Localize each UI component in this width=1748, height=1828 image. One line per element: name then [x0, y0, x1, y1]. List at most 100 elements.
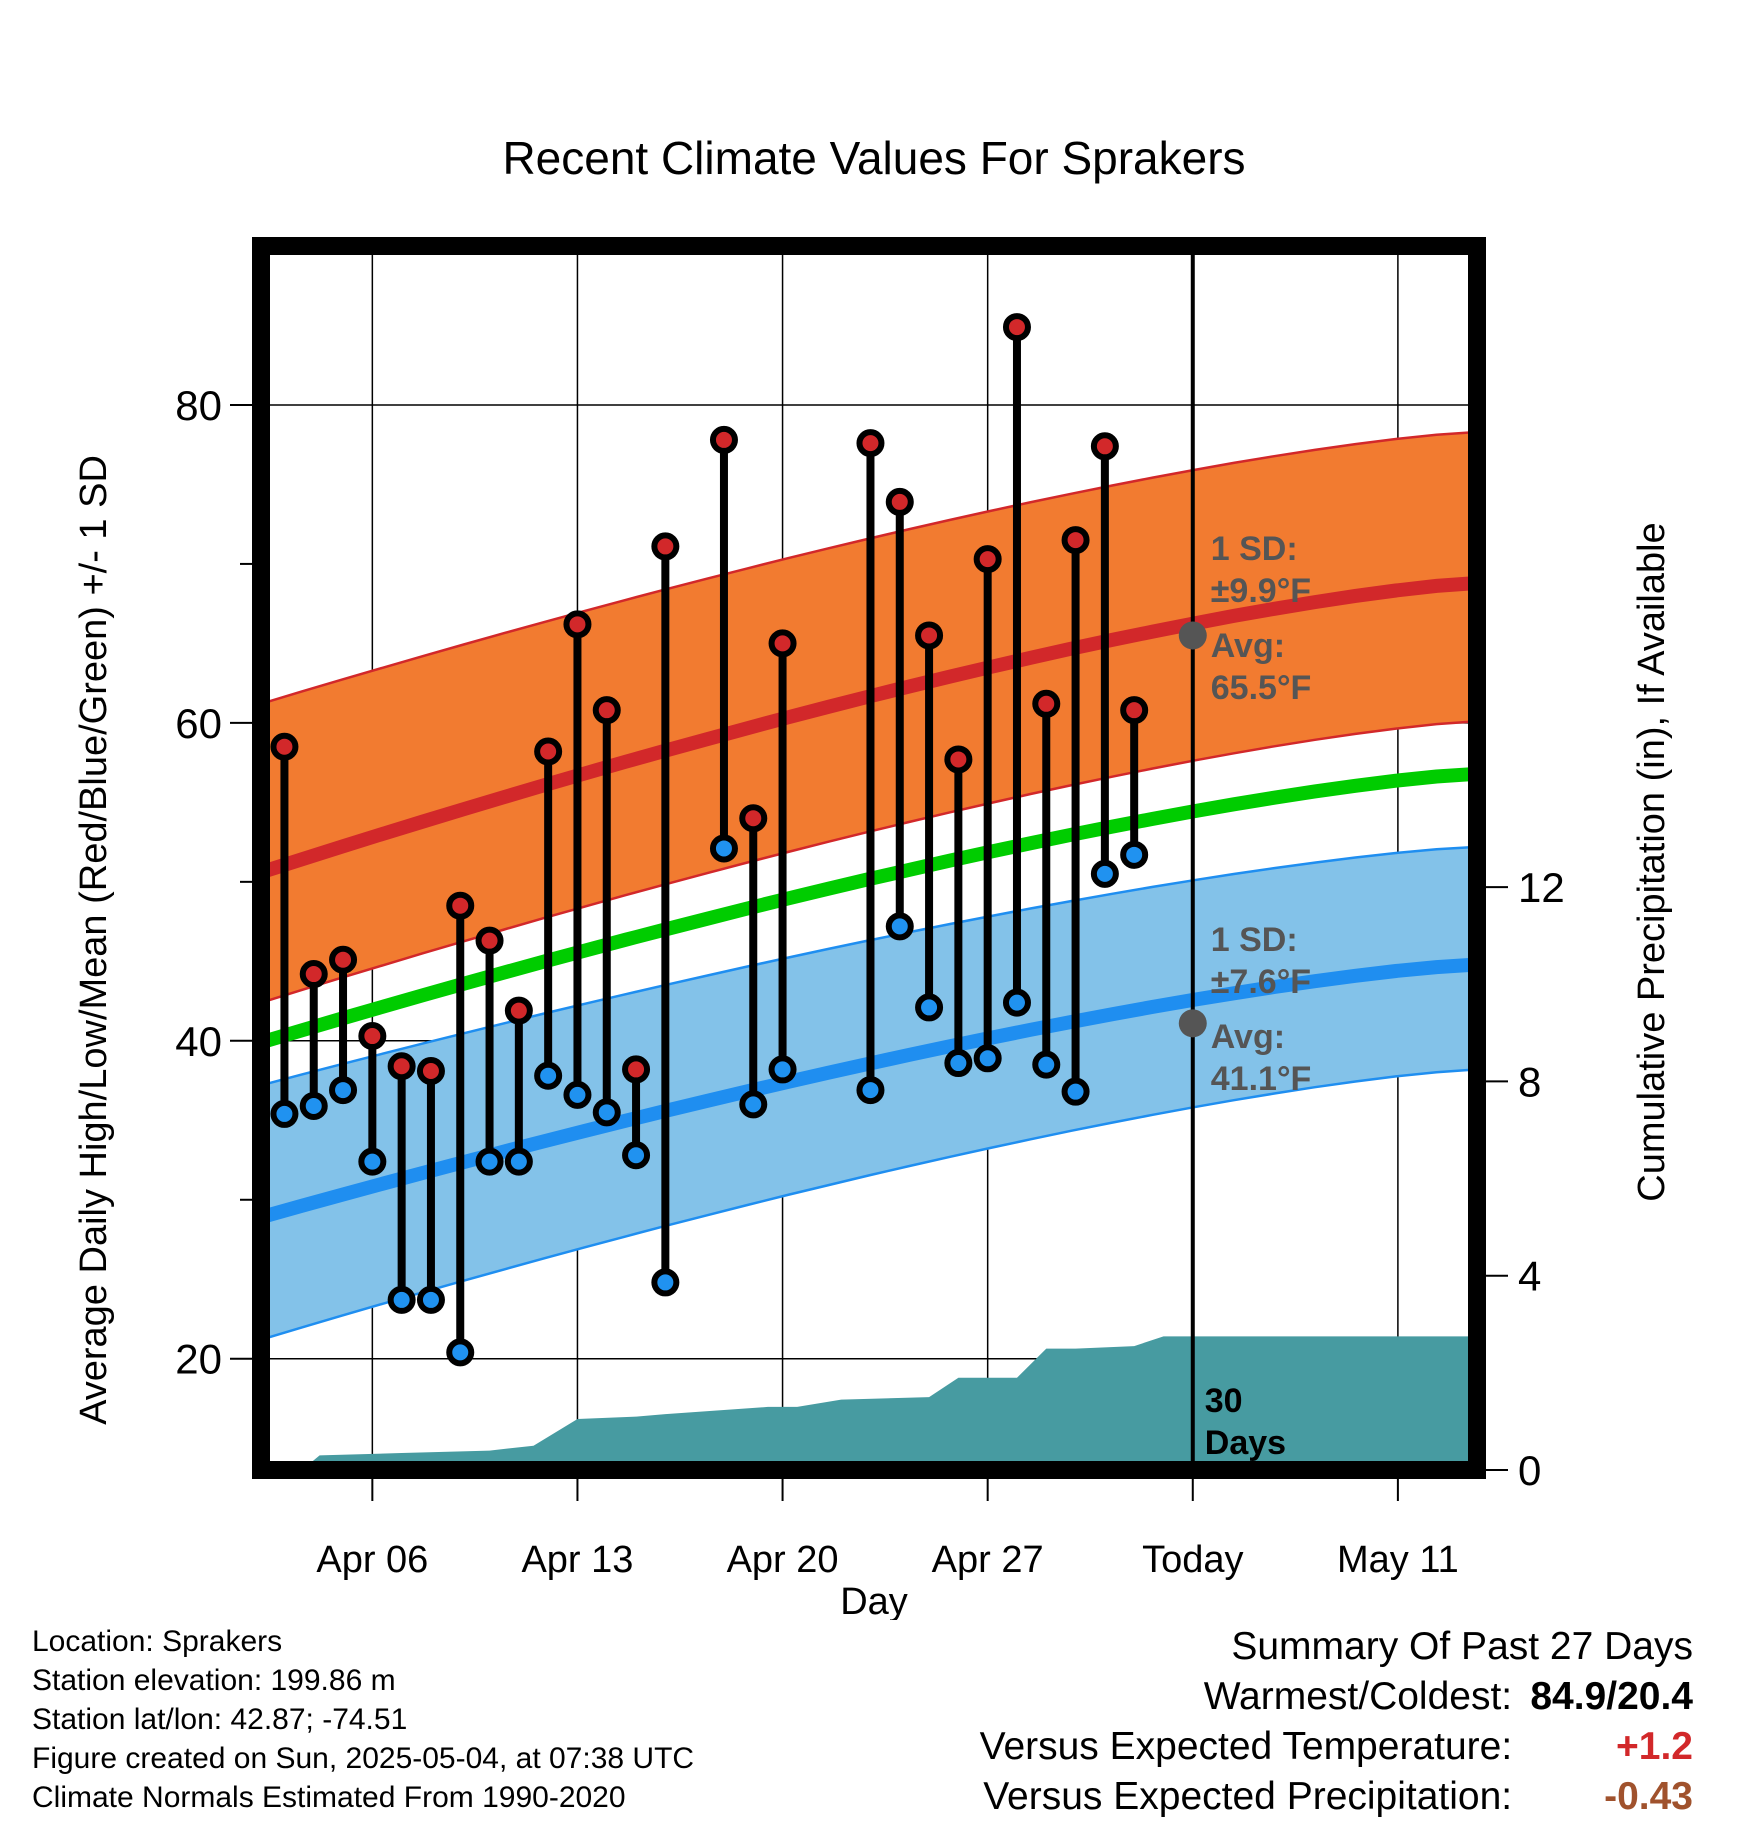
x-tick-label: Apr 20 — [727, 1539, 839, 1581]
plot-frame — [252, 237, 1486, 1479]
temp-label: Versus Expected Temperature: — [979, 1725, 1513, 1768]
low-avg-annotation: Avg: 41.1°F — [1211, 1018, 1312, 1098]
y-tick-label: 80 — [175, 382, 222, 429]
summary-panel: Summary Of Past 27 Days Warmest/Coldest:… — [980, 1622, 1693, 1822]
climate-chart: Recent Climate Values For Sprakers 1 SD:… — [73, 132, 1673, 1620]
x-tick-label: Today — [1142, 1539, 1243, 1581]
daily-high-point — [329, 945, 358, 974]
daily-high-point — [651, 532, 680, 561]
daily-low-point — [651, 1268, 680, 1297]
daily-high-point — [387, 1052, 416, 1081]
daily-high-point — [944, 745, 973, 774]
daily-high-point — [270, 732, 299, 761]
daily-low-point — [1061, 1077, 1090, 1106]
x-tick-label: Apr 13 — [521, 1539, 633, 1581]
daily-low-point — [768, 1055, 797, 1084]
y-tick-label: 40 — [175, 1018, 222, 1065]
daily-high-point — [446, 891, 475, 920]
daily-high-point — [416, 1057, 445, 1086]
daily-low-point — [1120, 840, 1149, 869]
daily-high-point — [915, 621, 944, 650]
daily-low-point — [944, 1049, 973, 1078]
y-axis-label: Average Daily High/Low/Mean (Red/Blue/Gr… — [73, 455, 115, 1425]
daily-high-point — [1120, 696, 1149, 725]
daily-high-point — [475, 926, 504, 955]
summary-title: Summary Of Past 27 Days — [1231, 1625, 1693, 1668]
daily-high-point — [885, 487, 914, 516]
daily-high-point — [768, 629, 797, 658]
station-info: Location: Sprakers Station elevation: 19… — [32, 1622, 694, 1817]
daily-low-point — [563, 1080, 592, 1109]
daily-high-point — [299, 960, 328, 989]
y2-tick-label: 12 — [1518, 864, 1565, 911]
daily-low-point — [504, 1147, 533, 1176]
precip-label: Versus Expected Precipitation: — [983, 1775, 1513, 1818]
daily-low-point — [622, 1141, 651, 1170]
daily-low-point — [739, 1090, 768, 1119]
x-tick-label: Apr 27 — [932, 1539, 1044, 1581]
precip-area — [261, 1336, 1477, 1470]
y2-tick-label: 0 — [1518, 1447, 1541, 1494]
warmest-label: Warmest/Coldest: — [1203, 1675, 1513, 1718]
daily-high-point — [592, 696, 621, 725]
elevation-text: Station elevation: 199.86 m — [32, 1664, 396, 1697]
daily-low-point — [709, 834, 738, 863]
daily-low-point — [915, 993, 944, 1022]
summary-precip-row: Versus Expected Precipitation: -0.43 — [980, 1772, 1693, 1822]
normals-text: Climate Normals Estimated From 1990-2020 — [32, 1781, 626, 1814]
high-sd-annotation: 1 SD: ±9.9°F — [1211, 530, 1311, 610]
y2-axis-label: Cumulative Precipitation (in), If Availa… — [1631, 522, 1673, 1201]
warmest-value: 84.9/20.4 — [1530, 1675, 1693, 1718]
summary-warmest-row: Warmest/Coldest: 84.9/20.4 — [980, 1672, 1693, 1722]
y2-tick-label: 4 — [1518, 1253, 1541, 1300]
daily-low-point — [856, 1076, 885, 1105]
today-low-avg-marker — [1178, 1009, 1207, 1038]
daily-low-point — [885, 912, 914, 941]
daily-low-point — [329, 1076, 358, 1105]
daily-high-point — [856, 429, 885, 458]
daily-low-point — [1032, 1050, 1061, 1079]
daily-low-point — [387, 1285, 416, 1314]
daily-high-point — [739, 804, 768, 833]
daily-high-point — [1061, 526, 1090, 555]
daily-low-point — [592, 1098, 621, 1127]
daily-low-point — [270, 1099, 299, 1128]
daily-low-point — [534, 1061, 563, 1090]
x-tick-label: Apr 06 — [316, 1539, 428, 1581]
daily-high-point — [358, 1022, 387, 1051]
y-tick-label: 60 — [175, 700, 222, 747]
daily-high-point — [1090, 432, 1119, 461]
daily-low-point — [299, 1091, 328, 1120]
temp-value: +1.2 — [1616, 1725, 1693, 1768]
daily-high-point — [709, 425, 738, 454]
daily-high-point — [534, 737, 563, 766]
daily-low-point — [358, 1147, 387, 1176]
summary-temp-row: Versus Expected Temperature: +1.2 — [980, 1722, 1693, 1772]
daily-low-point — [475, 1147, 504, 1176]
daily-high-point — [504, 996, 533, 1025]
y2-tick-label: 8 — [1518, 1058, 1541, 1105]
daily-low-point — [1002, 988, 1031, 1017]
location-text: Location: Sprakers — [32, 1625, 283, 1658]
low-sd-annotation: 1 SD: ±7.6°F — [1211, 921, 1311, 1001]
daily-low-point — [416, 1285, 445, 1314]
x-axis-label: Day — [840, 1581, 908, 1620]
period-annotation: 30 Days — [1205, 1382, 1286, 1462]
daily-low-point — [446, 1338, 475, 1367]
latlon-text: Station lat/lon: 42.87; -74.51 — [32, 1703, 408, 1736]
y-tick-label: 20 — [175, 1336, 222, 1383]
daily-high-point — [1032, 689, 1061, 718]
chart-title: Recent Climate Values For Sprakers — [502, 132, 1245, 184]
plot-area: 1 SD: ±9.9°F Avg: 65.5°F 1 SD: ±7.6°F Avg: 41.1… — [175, 237, 1565, 1581]
created-text: Figure created on Sun, 2025-05-04, at 07… — [32, 1742, 695, 1775]
precip-value: -0.43 — [1604, 1775, 1693, 1818]
x-tick-label: May 11 — [1337, 1539, 1459, 1581]
daily-high-point — [973, 545, 1002, 574]
daily-low-point — [973, 1044, 1002, 1073]
daily-high-point — [622, 1055, 651, 1084]
daily-low-point — [1090, 859, 1119, 888]
daily-high-point — [1002, 313, 1031, 342]
daily-high-point — [563, 610, 592, 639]
today-high-avg-marker — [1178, 621, 1207, 650]
high-avg-annotation: Avg: 65.5°F — [1211, 627, 1312, 707]
